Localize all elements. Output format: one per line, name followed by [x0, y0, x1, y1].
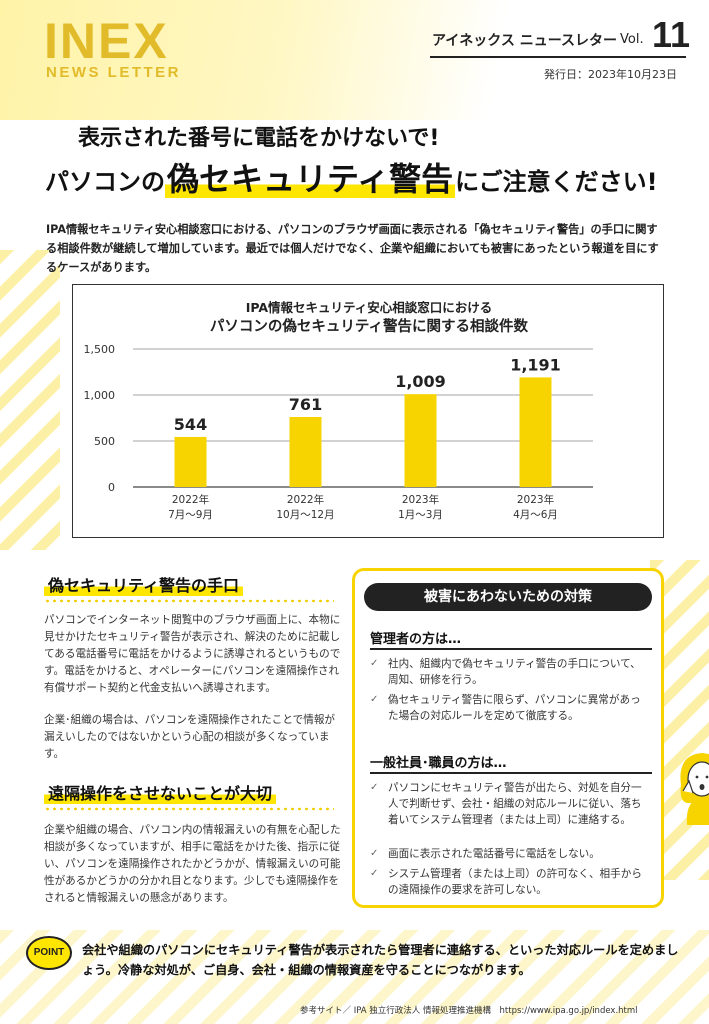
staff-item: ✓ システム管理者（または上司）の許可なく、相手からの遠隔操作の要求を許可しない…: [370, 866, 650, 898]
bar: [519, 377, 552, 487]
issue-date: 発行日：2023年10月23日: [544, 68, 677, 81]
staff-item-text: 画面に表示された電話番号に電話をしない。: [388, 848, 600, 860]
logo-sub: NEWS LETTER: [46, 64, 181, 81]
reference-footer: 参考サイト／ IPA 独立行政法人 情報処理推進機構 https://www.i…: [300, 1006, 638, 1016]
point-badge: POINT: [26, 936, 72, 970]
staff-item: ✓ パソコンにセキュリティ警告が出たら、対処を自分一人で判断せず、会社・組織の対…: [370, 780, 650, 828]
x-tick-label: 1月～3月: [398, 509, 443, 521]
header-divider: [430, 56, 686, 58]
check-icon: ✓: [370, 658, 379, 669]
headline-line2: パソコンの偽セキュリティ警告にご注意ください!: [45, 154, 658, 200]
chart-title-line2: パソコンの偽セキュリティ警告に関する相談件数: [209, 319, 529, 335]
check-icon: ✓: [370, 868, 379, 879]
y-tick-label: 0: [108, 481, 115, 494]
y-tick-label: 1,000: [84, 389, 116, 402]
intro-paragraph: IPA情報セキュリティ安心相談窓口における、パソコンのブラウザ画面に表示される「…: [46, 223, 659, 274]
dotted-divider: [44, 806, 334, 812]
measures-title: 被害にあわないための対策: [364, 583, 652, 611]
admin-item-text: 偽セキュリティ警告に限らず、パソコンに異常があった場合の対応ルールを定めて徹底す…: [388, 694, 641, 722]
staff-item: ✓ 画面に表示された電話番号に電話をしない。: [370, 846, 650, 862]
check-icon: ✓: [370, 694, 379, 705]
logo-main: INEX: [44, 13, 169, 69]
admin-item: ✓ 偽セキュリティ警告に限らず、パソコンに異常があった場合の対応ルールを定めて徹…: [370, 692, 650, 724]
staff-divider: [370, 772, 652, 774]
staff-heading: 一般社員･職員の方は…: [370, 756, 507, 771]
staff-item-text: システム管理者（または上司）の許可なく、相手からの遠隔操作の要求を許可しない。: [388, 868, 642, 896]
admin-heading: 管理者の方は…: [370, 632, 462, 647]
chart-title-line1: IPA情報セキュリティ安心相談窓口における: [245, 300, 493, 315]
x-tick-label: 10月～12月: [276, 509, 334, 521]
bar-chart: 0 500 1,000 1,500 544 2022年 7月～9月 761 2022年 10月～1…: [84, 343, 593, 521]
data-label: 761: [289, 395, 322, 414]
bar: [289, 416, 322, 487]
data-label: 544: [174, 415, 207, 434]
headline-line1: 表示された番号に電話をかけないで!: [78, 126, 440, 151]
decorative-stripes-left: [0, 250, 60, 550]
x-tick-label: 2023年: [402, 493, 439, 506]
admin-divider: [370, 648, 652, 650]
headline-post: にご注意ください!: [455, 168, 658, 196]
headline-highlight: 偽セキュリティ警告: [165, 160, 456, 198]
x-tick-label: 2022年: [172, 493, 209, 506]
bar: [404, 394, 437, 487]
header-background: [0, 0, 709, 120]
section-heading-tactics: 偽セキュリティ警告の手口: [44, 572, 244, 596]
check-icon: ✓: [370, 782, 379, 793]
x-tick-label: 2023年: [517, 493, 554, 506]
headline-pre: パソコンの: [45, 168, 165, 196]
vol-label: Vol.: [620, 32, 644, 47]
data-label: 1,191: [510, 355, 561, 374]
measures-box: [352, 568, 664, 908]
dotted-divider: [44, 598, 334, 604]
data-label: 1,009: [395, 372, 446, 391]
point-text: 会社や組織のパソコンにセキュリティ警告が表示されたら管理者に連絡する、といった対…: [82, 943, 679, 977]
tactics-paragraph-1: パソコンでインターネット閲覧中のブラウザ画面上に、本物に見せかけたセキュリティ警…: [44, 614, 341, 694]
y-tick-label: 1,500: [84, 343, 116, 356]
bar: [174, 436, 207, 487]
newsletter-label: アイネックス ニュースレター: [432, 33, 618, 49]
worried-woman-illustration: [680, 753, 709, 825]
tactics-paragraph-2: 企業･組織の場合は、パソコンを遠隔操作されたことで情報が漏えいしたのではないかと…: [44, 714, 336, 760]
check-icon: ✓: [370, 848, 379, 859]
staff-item-text: パソコンにセキュリティ警告が出たら、対処を自分一人で判断せず、会社・組織の対応ル…: [388, 782, 642, 826]
chart-container: IPA情報セキュリティ安心相談窓口における パソコンの偽セキュリティ警告に関する…: [72, 284, 709, 825]
remote-paragraph: 企業や組織の場合、パソコン内の情報漏えいの有無を心配した相談が多くなっていますが…: [44, 824, 341, 904]
y-tick-label: 500: [94, 435, 115, 448]
x-tick-label: 7月～9月: [168, 509, 213, 521]
admin-item: ✓ 社内、組織内で偽セキュリティ警告の手口について、周知、研修を行う。: [370, 656, 650, 688]
x-tick-label: 4月～6月: [513, 509, 558, 521]
section-heading-remote: 遠隔操作をさせないことが大切: [44, 780, 277, 804]
vol-number: 11: [652, 14, 691, 55]
x-tick-label: 2022年: [287, 493, 324, 506]
admin-item-text: 社内、組織内で偽セキュリティ警告の手口について、周知、研修を行う。: [388, 658, 641, 686]
